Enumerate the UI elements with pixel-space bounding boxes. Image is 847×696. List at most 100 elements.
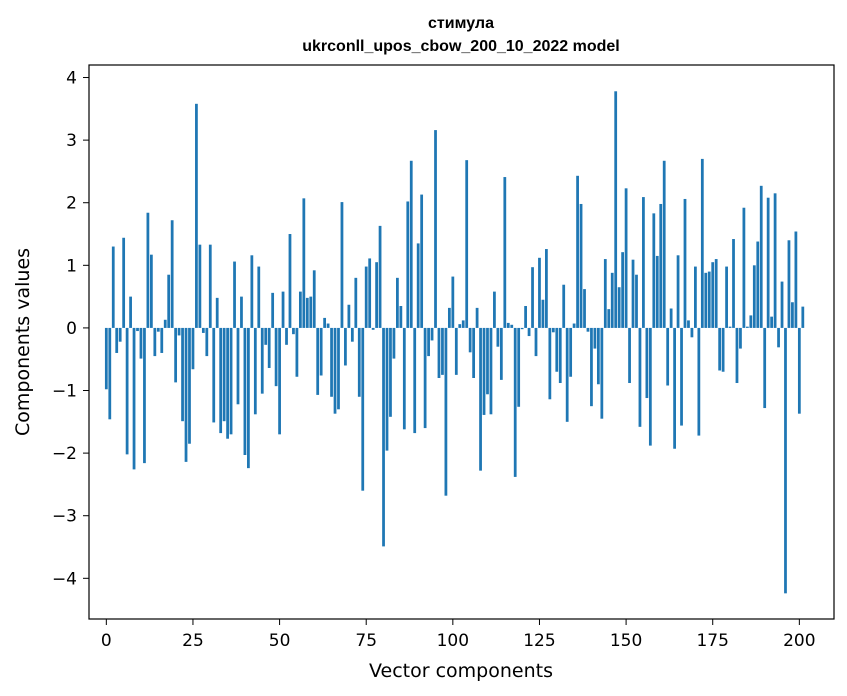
- bar: [756, 241, 760, 328]
- bar: [780, 281, 784, 328]
- bar: [524, 306, 527, 328]
- bar: [198, 244, 202, 328]
- bar: [683, 198, 687, 328]
- bar: [111, 246, 115, 328]
- bar: [770, 316, 774, 328]
- y-axis-label: Components values: [12, 248, 34, 436]
- bar: [413, 327, 417, 434]
- bar: [725, 266, 728, 328]
- y-tick-label: 0: [66, 319, 77, 339]
- bar: [129, 296, 132, 328]
- bar: [551, 327, 555, 333]
- bar: [711, 262, 715, 328]
- bar: [801, 306, 805, 328]
- bar: [666, 327, 670, 386]
- bar: [635, 274, 638, 328]
- bar: [503, 177, 507, 328]
- bar: [797, 327, 801, 414]
- bar: [728, 326, 732, 328]
- bar: [593, 327, 597, 349]
- bar: [576, 175, 579, 328]
- bar: [752, 265, 756, 328]
- bar: [707, 271, 711, 328]
- bar: [143, 327, 146, 464]
- bar: [520, 327, 524, 330]
- bar: [735, 327, 739, 384]
- bar: [694, 266, 697, 328]
- bar: [441, 327, 444, 375]
- bar: [298, 291, 302, 328]
- bar: [153, 327, 157, 357]
- bar: [160, 327, 164, 353]
- bar: [579, 203, 583, 328]
- bar: [437, 327, 441, 378]
- bar: [669, 308, 673, 328]
- y-tick-label: 3: [66, 131, 77, 151]
- bar: [326, 323, 330, 328]
- x-tick-label: 100: [437, 631, 469, 651]
- bar: [659, 203, 663, 328]
- bar: [489, 327, 493, 415]
- bar: [700, 158, 704, 328]
- bar: [416, 243, 420, 328]
- bar: [687, 320, 690, 328]
- bar: [212, 327, 216, 423]
- bar: [673, 327, 676, 449]
- bar: [496, 327, 500, 347]
- bar: [253, 327, 257, 415]
- bar: [392, 327, 396, 359]
- x-tick-label: 50: [269, 631, 291, 651]
- bar: [233, 261, 236, 328]
- bar: [638, 327, 642, 427]
- bar: [690, 327, 694, 338]
- bar: [583, 289, 586, 328]
- bar: [759, 185, 763, 328]
- bar: [763, 327, 767, 409]
- bar: [631, 259, 635, 328]
- bar: [364, 266, 368, 328]
- bar: [163, 319, 167, 328]
- bar: [264, 327, 268, 345]
- bar: [215, 297, 219, 328]
- bar: [541, 299, 545, 328]
- bar: [718, 327, 722, 371]
- bar: [347, 304, 351, 328]
- bar: [295, 327, 299, 377]
- bar: [104, 327, 108, 390]
- bar: [132, 327, 136, 470]
- y-tick-label: −4: [52, 569, 77, 589]
- bar: [375, 262, 378, 328]
- bar: [652, 213, 656, 328]
- y-tick-label: −3: [52, 507, 77, 527]
- y-tick-label: 2: [66, 194, 77, 214]
- bar: [534, 327, 538, 357]
- bar: [108, 327, 112, 420]
- bar: [278, 327, 281, 435]
- bar: [188, 327, 191, 444]
- bar: [745, 326, 749, 328]
- bar: [201, 327, 205, 333]
- bars-group: [104, 91, 805, 594]
- bar: [482, 327, 486, 415]
- bar: [545, 249, 548, 328]
- bar: [361, 327, 365, 491]
- bar: [195, 103, 198, 328]
- bar: [794, 231, 798, 328]
- bar: [465, 160, 469, 328]
- x-tick-label: 200: [783, 631, 815, 651]
- bar: [739, 327, 742, 349]
- bar: [371, 327, 375, 330]
- bar: [389, 327, 392, 417]
- bar: [330, 327, 333, 397]
- bar: [271, 292, 275, 328]
- bar: [247, 327, 250, 469]
- bar: [721, 327, 725, 372]
- bar: [350, 327, 354, 342]
- bar: [118, 327, 122, 342]
- plot-frame: [88, 64, 835, 620]
- bar: [333, 327, 337, 414]
- bar: [493, 291, 496, 328]
- bar: [742, 207, 746, 328]
- bar: [115, 327, 119, 353]
- bar: [600, 327, 604, 419]
